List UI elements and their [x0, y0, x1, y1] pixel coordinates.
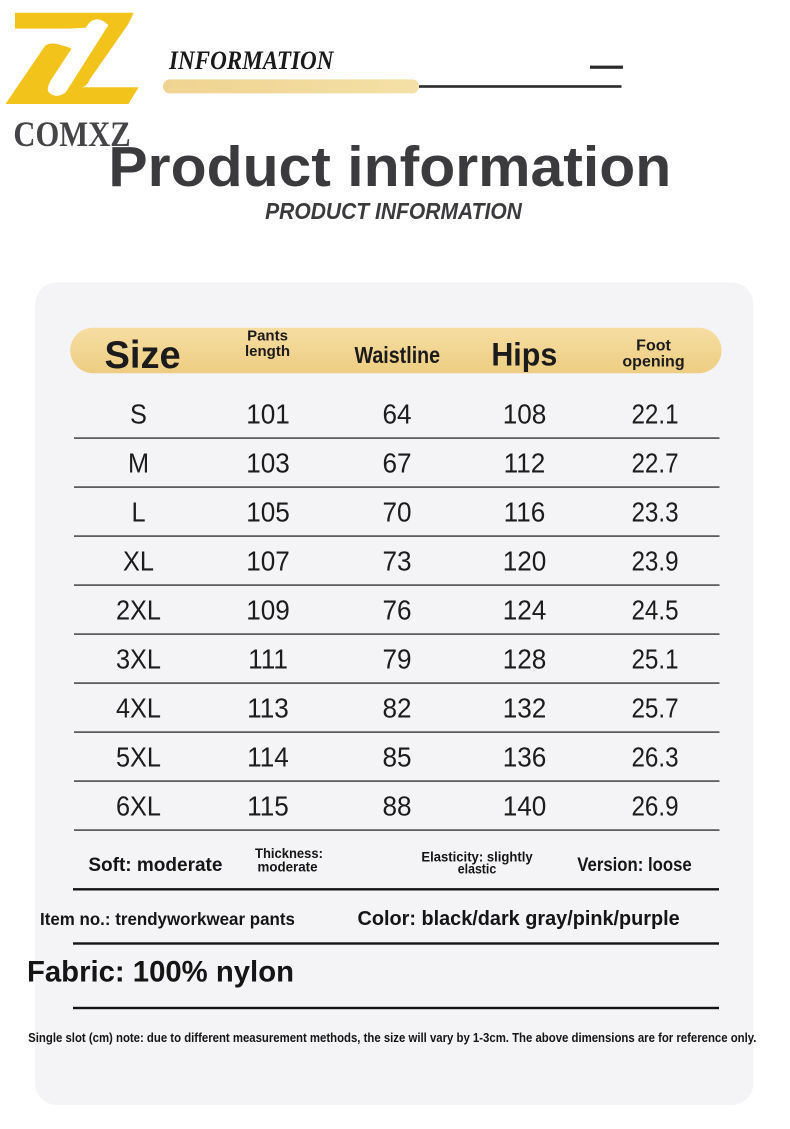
svg-text:Soft: moderate: Soft: moderate — [88, 855, 222, 876]
svg-text:82: 82 — [382, 693, 411, 724]
svg-text:105: 105 — [246, 497, 290, 528]
svg-text:Hips: Hips — [491, 337, 557, 373]
svg-text:PRODUCT INFORMATION: PRODUCT INFORMATION — [265, 198, 523, 224]
svg-text:114: 114 — [247, 742, 289, 773]
svg-text:113: 113 — [247, 693, 289, 724]
svg-text:Size: Size — [104, 334, 180, 377]
svg-text:140: 140 — [503, 791, 547, 822]
svg-text:120: 120 — [503, 546, 547, 577]
svg-text:Thickness:: Thickness: — [255, 846, 323, 862]
svg-text:76: 76 — [382, 595, 411, 626]
svg-text:79: 79 — [382, 644, 411, 675]
svg-text:109: 109 — [246, 595, 290, 626]
svg-text:Single slot (cm) note: due to: Single slot (cm) note: due to different … — [28, 1030, 756, 1045]
svg-text:85: 85 — [382, 742, 411, 773]
svg-text:opening: opening — [622, 353, 684, 370]
svg-text:26.3: 26.3 — [631, 743, 678, 773]
svg-text:67: 67 — [382, 448, 411, 479]
svg-text:Foot: Foot — [636, 338, 671, 355]
svg-text:XL: XL — [123, 546, 154, 577]
svg-text:26.9: 26.9 — [631, 792, 678, 822]
svg-text:124: 124 — [503, 595, 547, 626]
svg-text:25.1: 25.1 — [631, 645, 678, 675]
svg-text:115: 115 — [247, 791, 289, 822]
svg-text:3XL: 3XL — [116, 644, 161, 675]
svg-text:4XL: 4XL — [116, 693, 161, 724]
svg-text:112: 112 — [504, 448, 546, 479]
svg-text:111: 111 — [248, 644, 288, 675]
svg-text:22.7: 22.7 — [631, 449, 678, 479]
svg-text:5XL: 5XL — [116, 742, 161, 773]
svg-text:24.5: 24.5 — [631, 596, 678, 626]
svg-text:128: 128 — [503, 644, 547, 675]
svg-text:23.9: 23.9 — [631, 547, 678, 577]
svg-text:73: 73 — [382, 546, 411, 577]
svg-text:108: 108 — [503, 399, 547, 430]
svg-text:COMXZ: COMXZ — [13, 115, 130, 155]
svg-text:Fabric: 100% nylon: Fabric: 100% nylon — [27, 955, 294, 988]
svg-text:103: 103 — [246, 448, 290, 479]
svg-text:23.3: 23.3 — [631, 498, 678, 528]
svg-text:70: 70 — [382, 497, 411, 528]
svg-text:64: 64 — [382, 399, 411, 430]
svg-text:M: M — [128, 448, 149, 479]
svg-text:S: S — [130, 399, 147, 430]
svg-text:116: 116 — [504, 497, 546, 528]
svg-text:107: 107 — [246, 546, 290, 577]
svg-text:22.1: 22.1 — [631, 400, 678, 430]
svg-text:2XL: 2XL — [116, 595, 161, 626]
svg-text:Version: loose: Version: loose — [577, 854, 692, 875]
svg-text:Elasticity: slightly: Elasticity: slightly — [421, 849, 533, 864]
svg-text:moderate: moderate — [258, 859, 318, 874]
svg-text:elastic: elastic — [458, 861, 496, 877]
svg-text:INFORMATION: INFORMATION — [168, 47, 335, 76]
svg-text:Item no.: trendyworkwear pants: Item no.: trendyworkwear pants — [40, 909, 295, 930]
svg-text:Waistline: Waistline — [354, 342, 440, 368]
svg-text:L: L — [131, 497, 145, 528]
svg-text:Product information: Product information — [108, 136, 671, 199]
svg-text:132: 132 — [503, 693, 547, 724]
svg-text:136: 136 — [503, 742, 547, 773]
svg-text:length: length — [245, 343, 290, 360]
svg-text:101: 101 — [246, 399, 290, 430]
svg-text:6XL: 6XL — [116, 791, 161, 822]
svg-text:25.7: 25.7 — [631, 694, 678, 724]
svg-text:88: 88 — [382, 791, 411, 822]
svg-text:Pants: Pants — [247, 328, 288, 345]
svg-text:Color: black/dark gray/pink/pu: Color: black/dark gray/pink/purple — [358, 908, 680, 930]
